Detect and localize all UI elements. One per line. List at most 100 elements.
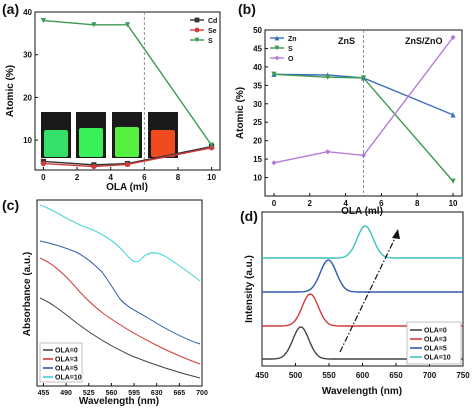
y-tick-label: 30: [23, 51, 32, 60]
series-c-ola5: [39, 240, 201, 345]
panel-a-ylabel: Atomic (%): [5, 65, 16, 117]
x-tick-label: 2: [75, 173, 80, 182]
x-tick-label: 595: [128, 390, 140, 397]
panel-a-frame: [34, 11, 221, 171]
x-tick-label: 700: [423, 371, 437, 380]
series-line-o: [273, 36, 454, 164]
legend-entry: S: [208, 38, 213, 45]
legend-entry: OLA=10: [424, 355, 451, 362]
x-tick-label: 560: [106, 390, 118, 397]
x-tick-label: 525: [83, 390, 95, 397]
x-tick-label: 6: [379, 199, 384, 208]
panel-b-legend: Zn SO: [270, 35, 297, 63]
data-point-s: [325, 74, 331, 80]
panel-b-series: [271, 34, 456, 184]
data-point-se: [124, 161, 131, 168]
x-tick-label: 665: [174, 390, 186, 397]
y-tick-label: 20: [253, 137, 262, 146]
data-point-se: [40, 160, 47, 167]
panel-b-region-zns: ZnS: [338, 36, 355, 46]
panel-a-inset-photo: [41, 112, 178, 158]
data-point-o: [271, 160, 277, 166]
panel-b-axis-ticks: 0 2 4 6 8 10 10 15 20 25 30 35 40 45 50: [253, 26, 458, 208]
y-tick-label: 10: [23, 136, 32, 145]
legend-entry: O: [288, 56, 294, 63]
panel-a-legend: Cd Se S: [190, 17, 217, 45]
x-tick-label: 450: [255, 371, 269, 380]
data-point-s: [91, 22, 97, 28]
legend-entry: Cd: [208, 18, 217, 25]
legend-entry: OLA=5: [424, 346, 447, 353]
panel-b: (b) ZnS ZnS/ZnO 0 2 4 6 8 1010152025303540455…: [235, 1, 463, 217]
x-tick-label: 10: [449, 199, 458, 208]
panel-d-ylabel: Intensity (a.u.): [244, 255, 255, 323]
panel-c-legend: OLA=0 OLA=3 OLA=5 OLA=10: [39, 342, 83, 383]
legend-marker: [194, 37, 200, 43]
y-tick-label: 50: [253, 26, 262, 35]
panel-c-axis-ticks: 455 490 525 560 595 630 665 700: [38, 383, 208, 397]
x-tick-label: 0: [41, 173, 46, 182]
x-tick-label: 8: [176, 173, 181, 182]
panel-c-label: (c): [2, 197, 19, 213]
panel-a-axis-ticks: 0 2 4 6 8 10 10 20 30 40: [23, 8, 216, 182]
x-tick-label: 600: [356, 371, 370, 380]
panel-b-region-zns-zno: ZnS/ZnO: [405, 36, 443, 46]
data-point-zn: [450, 112, 456, 118]
panel-a-xlabel: OLA (ml): [106, 182, 148, 193]
x-tick-label: 0: [272, 199, 277, 208]
panel-d-axis-ticks: 450 500 550 600 650 700 750: [255, 363, 470, 380]
x-tick-label: 500: [289, 371, 303, 380]
panel-a-label: (a): [2, 1, 19, 17]
data-point-s: [40, 17, 47, 24]
series-line-s: [273, 73, 454, 182]
data-point-o: [325, 149, 331, 155]
data-point-s: [360, 75, 367, 81]
data-point-s: [271, 71, 277, 77]
panel-d-trend-arrow: [339, 231, 399, 353]
panel-b-ylabel: Atomic (%): [235, 87, 246, 139]
x-tick-label: 6: [142, 173, 147, 182]
panel-c-xlabel: Wavelength (nm): [79, 396, 159, 407]
panel-d-label: (d): [240, 208, 258, 224]
y-tick-label: 25: [253, 118, 262, 127]
x-tick-label: 650: [389, 371, 403, 380]
data-point-s: [124, 22, 131, 28]
panel-c-curves: [39, 204, 201, 379]
legend-marker: [274, 35, 280, 41]
panel-c-ylabel: Absorbance (a.u.): [22, 252, 33, 336]
series-d-ola10: [262, 225, 463, 259]
panel-d-arrow-head: [392, 229, 400, 239]
y-tick-label: 35: [253, 81, 262, 90]
x-tick-label: 2: [308, 199, 313, 208]
legend-entry: OLA=5: [55, 366, 78, 373]
series-c-ola10: [39, 204, 201, 282]
legend-entry: S: [288, 46, 293, 53]
panel-c: (c) 455 490 525 560 595 630 665 700 OLA=0OLA=3O…: [2, 197, 208, 407]
legend-entry: Zn: [288, 36, 297, 43]
x-tick-label: 700: [196, 390, 208, 397]
x-tick-label: 8: [415, 199, 420, 208]
panel-b-label: (b): [238, 1, 256, 17]
legend-entry: Se: [208, 28, 217, 35]
x-tick-label: 455: [38, 390, 50, 397]
panel-c-frame: [36, 199, 203, 387]
series-d-ola5: [262, 259, 463, 293]
series-line-se: [43, 147, 212, 168]
panel-d-xlabel: Wavelength (nm): [322, 386, 402, 397]
x-tick-label: 4: [108, 173, 113, 182]
series-line-s: [43, 19, 213, 146]
legend-entry: OLA=0: [424, 328, 447, 335]
data-point-o: [450, 34, 456, 40]
series-c-ola0: [39, 297, 201, 379]
legend-marker: [194, 17, 200, 23]
panel-a: (a) 0 2 4 6 8 10 10 20 30 40 Cd Se S OLA (ml) Atomi…: [2, 1, 221, 193]
x-tick-label: 490: [60, 390, 72, 397]
data-point-s: [450, 178, 456, 184]
y-tick-label: 15: [253, 155, 262, 164]
x-tick-label: 630: [151, 390, 163, 397]
panel-a-series: [40, 17, 215, 170]
data-point-o: [360, 152, 367, 159]
series-c-ola3: [39, 257, 201, 365]
legend-entry: OLA=3: [55, 357, 78, 364]
